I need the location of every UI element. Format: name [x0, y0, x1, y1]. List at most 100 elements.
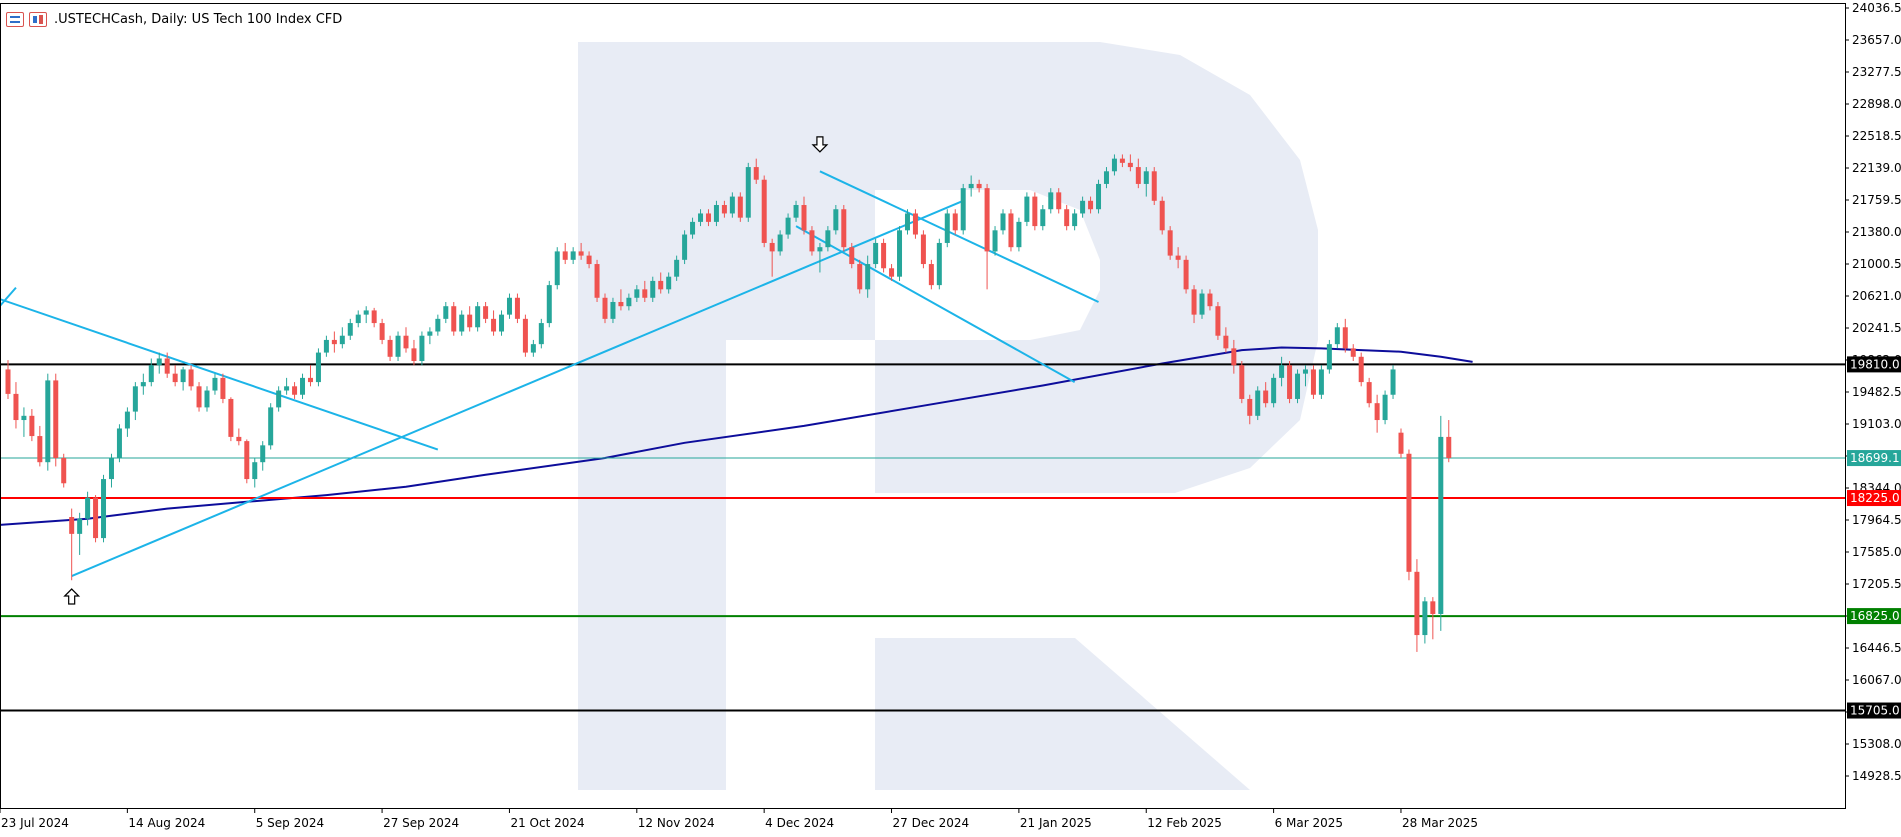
candle — [801, 196, 807, 235]
candle-body — [944, 213, 950, 243]
candle-body — [698, 213, 704, 222]
candle — [244, 439, 250, 484]
candle — [737, 192, 743, 222]
candle — [148, 358, 154, 387]
candle — [21, 407, 27, 437]
candle — [379, 318, 385, 345]
y-tick-label: 21759.5 — [1852, 193, 1901, 207]
chart-list-icon[interactable] — [6, 11, 24, 27]
plot-area[interactable] — [0, 136, 1845, 712]
candle-body — [116, 428, 122, 458]
candle — [1366, 377, 1372, 408]
candle-body — [960, 188, 966, 231]
candle — [936, 238, 942, 290]
candle — [435, 314, 441, 336]
candle — [1374, 394, 1380, 433]
level-label-background — [1847, 450, 1901, 467]
candle — [674, 255, 680, 281]
candle — [475, 301, 481, 332]
candle-body — [578, 251, 584, 256]
candle — [1342, 318, 1348, 353]
candle — [427, 327, 433, 345]
candle — [546, 280, 552, 328]
candle-body — [252, 462, 258, 480]
candle — [172, 365, 178, 387]
trend-line[interactable] — [795, 225, 1076, 383]
candle-body — [514, 297, 520, 319]
trend-line[interactable] — [0, 298, 439, 451]
candle — [323, 335, 329, 357]
candle — [1199, 289, 1205, 319]
trend-line[interactable] — [71, 199, 964, 577]
candle — [602, 293, 608, 324]
candle-body — [1000, 213, 1006, 231]
candle — [13, 382, 19, 429]
candle — [1310, 365, 1316, 399]
candle — [108, 453, 114, 488]
level-price-label: 19810.0 — [1847, 356, 1901, 373]
x-tick-label: 23 Jul 2024 — [1, 816, 69, 830]
candle-body — [180, 369, 186, 383]
candle — [77, 512, 83, 555]
candle — [53, 373, 59, 467]
candle-body — [1199, 293, 1205, 315]
candle-body — [745, 167, 751, 218]
candle-body — [387, 339, 393, 357]
candle — [928, 259, 934, 290]
candle-body — [419, 335, 425, 362]
trend-line[interactable] — [819, 170, 1099, 303]
candle-body — [268, 407, 274, 446]
candle-body — [427, 331, 433, 336]
candle — [976, 179, 982, 193]
candle — [825, 226, 831, 252]
candle-body — [1008, 213, 1014, 248]
candle-body — [817, 247, 823, 252]
candle-body — [658, 280, 664, 290]
candle-body — [1183, 259, 1189, 290]
candle-body — [1334, 327, 1340, 345]
candle — [411, 339, 417, 366]
candle-body — [1422, 601, 1428, 636]
candle — [1287, 361, 1293, 404]
candle-body — [244, 441, 250, 480]
candle-body — [1239, 365, 1245, 399]
x-tick-label: 6 Mar 2025 — [1275, 816, 1343, 830]
candle — [1111, 154, 1117, 176]
y-tick-label: 19103.0 — [1852, 417, 1901, 431]
candle-body — [857, 264, 863, 290]
candle-body — [1080, 200, 1086, 214]
candle — [984, 183, 990, 290]
candle — [1175, 247, 1181, 269]
candle-body — [1111, 158, 1117, 172]
trend-line[interactable] — [0, 286, 17, 311]
candle-body — [1414, 571, 1420, 636]
candle-body — [642, 289, 648, 298]
candle-body — [1175, 255, 1181, 260]
candle — [514, 293, 520, 324]
candle-body — [873, 242, 879, 265]
y-tick-label: 21380.0 — [1852, 225, 1901, 239]
candle-body — [1374, 403, 1380, 421]
y-tick-label: 14928.5 — [1852, 769, 1901, 783]
candle-body — [21, 415, 27, 421]
up-arrow-icon — [63, 588, 81, 605]
candle-body — [793, 205, 799, 218]
candles-icon[interactable] — [29, 11, 47, 27]
candle-body — [220, 377, 226, 399]
candle — [132, 382, 138, 421]
candle-body — [920, 234, 926, 265]
candle — [1263, 382, 1269, 408]
candle — [1032, 192, 1038, 231]
candle-body — [140, 382, 146, 387]
candle-body — [172, 373, 178, 383]
candle-body — [554, 251, 560, 286]
candle — [1239, 361, 1245, 404]
candle — [889, 264, 895, 281]
candle-body — [37, 436, 43, 463]
candle-body — [156, 358, 162, 366]
candle — [650, 276, 656, 302]
candle — [1135, 158, 1141, 189]
candle — [666, 272, 672, 294]
